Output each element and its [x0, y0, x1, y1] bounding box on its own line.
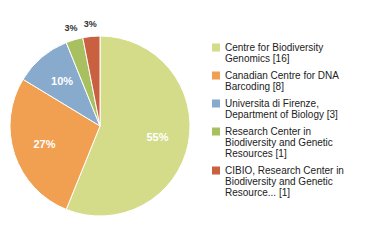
page: {"chart_data": {"type": "pie", "categori… — [0, 0, 380, 240]
legend-item: Canadian Centre for DNABarcoding [8] — [212, 70, 339, 92]
legend-label-line: Biodiversity and Genetic — [225, 137, 333, 148]
legend: Centre for BiodiversityGenomics [16] Cana… — [212, 42, 344, 198]
chart: 55% 27% 10% 3% 3% Centre for BiodiversityGeno… — [0, 0, 380, 240]
legend-label-line: CIBIO, Research Center in — [225, 165, 344, 176]
legend-label-line: Barcoding [8] — [225, 81, 284, 92]
data-label: 27% — [33, 138, 55, 150]
legend-label: Universita di Firenze,Department of Biol… — [225, 98, 338, 120]
legend-swatch — [212, 100, 220, 108]
legend-item: CIBIO, Research Center inBiodiversity an… — [212, 165, 344, 198]
legend-swatch — [212, 44, 220, 52]
legend-label-line: Resource... [1] — [225, 187, 290, 198]
data-label: 10% — [51, 75, 73, 87]
legend-label-line: Universita di Firenze, — [225, 98, 319, 109]
legend-swatch — [212, 167, 220, 175]
slices — [10, 36, 190, 216]
pie-slice — [83, 36, 100, 126]
data-label: 3% — [64, 23, 77, 33]
legend-item: Centre for BiodiversityGenomics [16] — [212, 42, 323, 64]
chart-container: 55% 27% 10% 3% 3% Centre for BiodiversityGeno… — [0, 0, 380, 240]
legend-label: Research Center inBiodiversity and Genet… — [225, 126, 333, 159]
legend-label-line: Department of Biology [3] — [225, 109, 338, 120]
legend-label: Centre for BiodiversityGenomics [16] — [225, 42, 323, 64]
legend-swatch — [212, 128, 220, 136]
legend-label: Canadian Centre for DNABarcoding [8] — [225, 70, 339, 92]
legend-label-line: Biodiversity and Genetic — [225, 176, 333, 187]
legend-label-line: Genomics [16] — [225, 53, 290, 64]
legend-label-line: Research Center in — [225, 126, 311, 137]
data-label: 55% — [146, 131, 168, 143]
data-label: 3% — [84, 19, 97, 29]
legend-label-line: Centre for Biodiversity — [225, 42, 323, 53]
legend-swatch — [212, 72, 220, 80]
legend-label: CIBIO, Research Center inBiodiversity an… — [225, 165, 344, 198]
legend-label-line: Resources [1] — [225, 148, 287, 159]
data-labels: 55% 27% 10% 3% 3% — [33, 19, 168, 150]
legend-label-line: Canadian Centre for DNA — [225, 70, 339, 81]
legend-item: Research Center inBiodiversity and Genet… — [212, 126, 333, 159]
legend-item: Universita di Firenze,Department of Biol… — [212, 98, 338, 120]
